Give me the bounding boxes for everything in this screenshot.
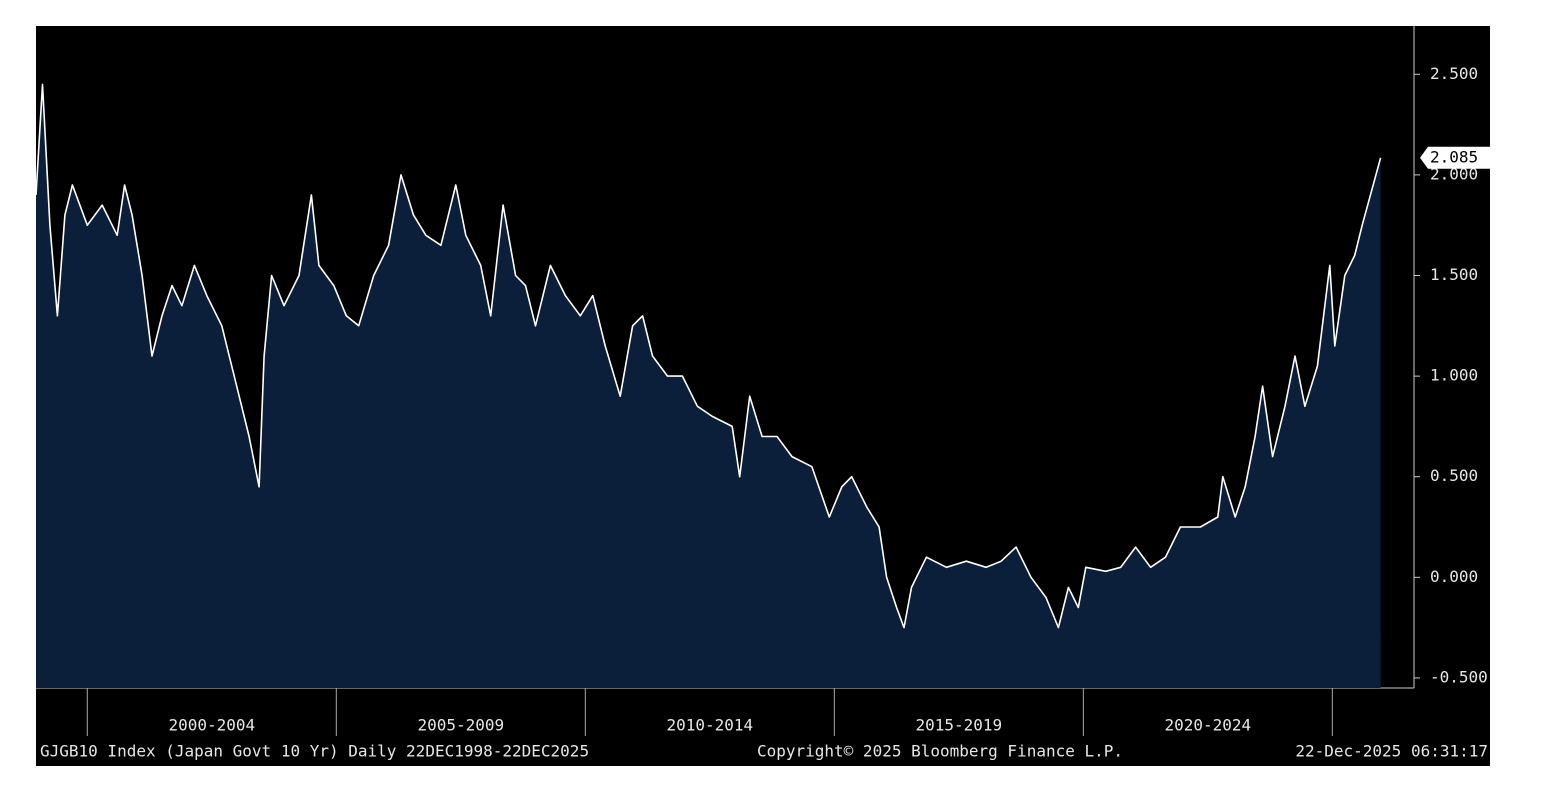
footer-left: GJGB10 Index (Japan Govt 10 Yr) Daily 22… bbox=[40, 742, 589, 761]
last-value-tag bbox=[1420, 146, 1490, 169]
x-tick-label: 2010-2014 bbox=[666, 716, 753, 735]
line bbox=[35, 83, 1382, 629]
x-tick-label: 2005-2009 bbox=[417, 716, 504, 735]
y-tick-label: 1.000 bbox=[1430, 366, 1478, 385]
y-tick-label: 0.000 bbox=[1430, 567, 1478, 586]
timestamp: 22-Dec-2025 06:31:17 bbox=[1295, 742, 1488, 761]
x-tick-label: 2000-2004 bbox=[168, 716, 255, 735]
last-value-label: 2.085 bbox=[1430, 147, 1478, 166]
y-tick-label: 2.500 bbox=[1430, 64, 1478, 83]
y-tick-label: 1.500 bbox=[1430, 265, 1478, 284]
x-tick-label: 2015-2019 bbox=[915, 716, 1002, 735]
y-tick-label: 2.000 bbox=[1430, 164, 1478, 183]
area-fill bbox=[36, 84, 1381, 688]
y-tick-label: -0.500 bbox=[1430, 667, 1488, 686]
x-tick-label: 2020-2024 bbox=[1164, 716, 1251, 735]
copyright: Copyright© 2025 Bloomberg Finance L.P. bbox=[757, 742, 1123, 761]
y-tick-label: 0.500 bbox=[1430, 466, 1478, 485]
